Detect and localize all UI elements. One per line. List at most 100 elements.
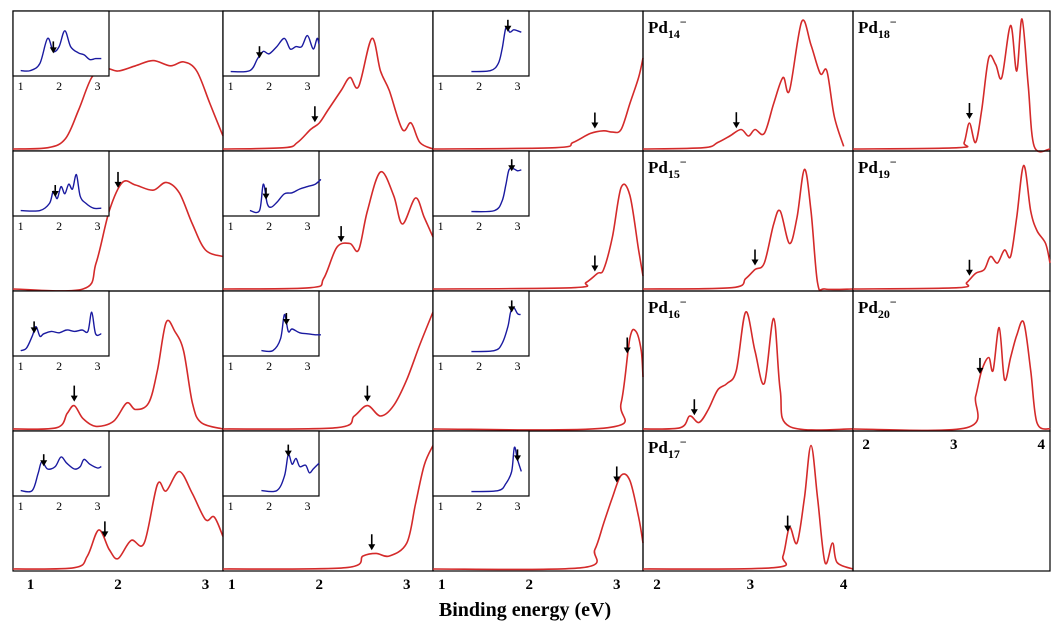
x-tick-label: 3 [950, 437, 958, 453]
threshold-arrow [784, 515, 792, 532]
label-subscript: 16 [668, 307, 680, 321]
cluster-label: Pd14− [648, 15, 687, 41]
arrow-head [363, 395, 371, 402]
threshold-arrow [623, 337, 631, 354]
inset-x-tick-label: 3 [304, 219, 310, 233]
label-base: Pd [648, 18, 668, 37]
x-tick-label: 1 [228, 577, 236, 593]
arrow-head [784, 525, 792, 532]
spectrum-line [642, 311, 854, 431]
threshold-arrow [114, 171, 122, 188]
inset-x-tick-label: 3 [514, 219, 520, 233]
inset-spectrum-line [20, 456, 102, 493]
inset-spectrum-line [471, 306, 521, 353]
cluster-label: Pd17− [648, 435, 687, 461]
inset-threshold-arrow [30, 321, 38, 334]
inset-threshold-arrow [255, 46, 263, 59]
arrow-head [255, 52, 263, 59]
panel-pd12: Pd12−123 [432, 290, 644, 432]
spectrum-line [852, 18, 1051, 153]
inset-x-tick-label: 1 [228, 359, 234, 373]
threshold-arrow [976, 357, 984, 374]
panel-frame [852, 430, 1051, 572]
cluster-label: Pd15− [648, 155, 687, 181]
arrow-head [282, 319, 290, 325]
x-tick-label: 1 [27, 577, 35, 593]
inset-x-tick-label: 3 [304, 359, 310, 373]
spectrum-line [432, 57, 644, 150]
panel-pd10: Pd10−123 [432, 10, 644, 152]
inset-x-tick-label: 2 [266, 359, 272, 373]
inset-x-tick-label: 3 [94, 79, 100, 93]
x-tick-label: 2 [862, 437, 870, 453]
spectrum-line [432, 473, 644, 571]
cluster-label: Pd16− [648, 295, 687, 321]
threshold-arrow [311, 106, 319, 123]
threshold-arrow [591, 255, 599, 272]
inset-x-tick-label: 1 [438, 79, 444, 93]
inset-x-tick-label: 2 [56, 79, 62, 93]
arrow-head [508, 165, 516, 172]
x-tick-label: 3 [747, 577, 755, 593]
arrow-head [311, 116, 319, 123]
spectrum-line [222, 445, 434, 570]
x-tick-label: 4 [840, 577, 848, 593]
inset-threshold-arrow [284, 444, 292, 457]
inset-frame [432, 290, 530, 357]
label-subscript: 20 [878, 307, 890, 321]
spectrum-line [222, 37, 434, 150]
arrow-head [613, 476, 621, 483]
inset-threshold-arrow [262, 187, 270, 200]
arrow-head [751, 259, 759, 266]
threshold-arrow [337, 226, 345, 243]
inset-x-tick-label: 3 [514, 499, 520, 513]
arrow-head [690, 409, 698, 416]
panel-pd6: Pd6−123 [222, 10, 434, 152]
label-subscript: 15 [668, 167, 680, 181]
arrow-head [337, 236, 345, 243]
arrow-head [368, 544, 376, 551]
inset-x-tick-label: 3 [514, 359, 520, 373]
inset-x-tick-label: 2 [476, 499, 482, 513]
threshold-arrow [363, 385, 371, 402]
inset-x-tick-label: 1 [228, 79, 234, 93]
arrow-head [965, 269, 973, 276]
inset-x-tick-label: 2 [476, 219, 482, 233]
arrow-head [284, 450, 292, 457]
inset-x-tick-label: 2 [266, 219, 272, 233]
threshold-arrow [70, 385, 78, 402]
x-tick-label: 3 [202, 577, 210, 593]
inset-frame [432, 430, 530, 497]
x-tick-label: 1 [438, 577, 446, 593]
spectrum-line [12, 59, 224, 150]
inset-x-tick-label: 3 [94, 219, 100, 233]
arrow-head [508, 306, 516, 313]
inset-frame [222, 430, 320, 497]
inset-threshold-arrow [282, 313, 290, 325]
arrow-head [40, 460, 48, 467]
inset-spectrum-line [249, 178, 322, 214]
inset-spectrum-line [20, 311, 102, 352]
label-superscript: − [890, 295, 897, 309]
spectrum-line [12, 470, 224, 570]
inset-x-tick-label: 1 [18, 79, 24, 93]
x-tick-label: 3 [613, 577, 621, 593]
inset-frame [222, 290, 320, 357]
spectrum-line [642, 168, 854, 292]
threshold-arrow [965, 103, 973, 119]
inset-x-tick-label: 1 [438, 499, 444, 513]
inset-frame [12, 10, 110, 77]
inset-x-tick-label: 3 [94, 499, 100, 513]
threshold-arrow [591, 112, 599, 129]
spectrum-line [12, 319, 224, 431]
inset-spectrum-line [230, 34, 320, 73]
inset-x-tick-label: 2 [476, 359, 482, 373]
label-superscript: − [680, 435, 687, 449]
inset-frame [432, 150, 530, 217]
label-base: Pd [648, 298, 668, 317]
x-tick-label: 2 [114, 577, 122, 593]
arrow-head [504, 25, 512, 32]
